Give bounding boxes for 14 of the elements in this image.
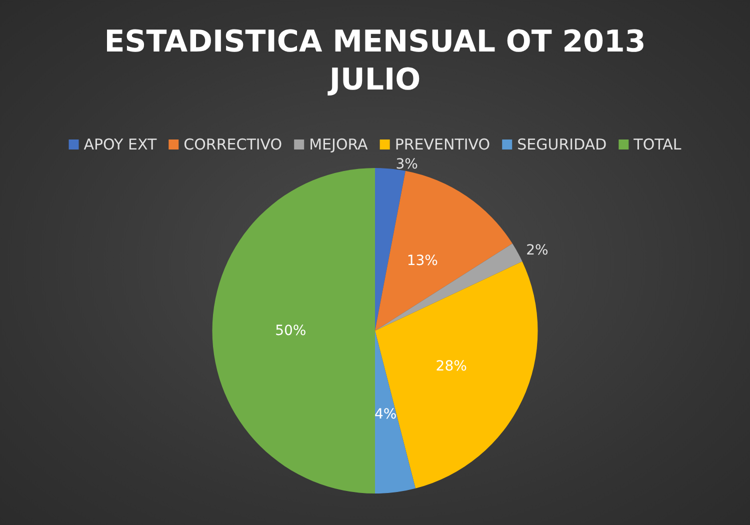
data-label: 28%: [436, 358, 467, 375]
data-label: 3%: [396, 156, 418, 173]
legend-label: SEGURIDAD: [517, 136, 607, 154]
data-label: 4%: [374, 406, 397, 422]
data-label: 50%: [275, 322, 306, 339]
legend-label: APOY EXT: [84, 136, 158, 154]
data-label: 2%: [526, 242, 548, 258]
chart-title: ESTADISTICA MENSUAL OT 2013: [104, 24, 646, 60]
legend-label: PREVENTIVO: [394, 136, 490, 154]
legend-label: TOTAL: [632, 136, 682, 154]
chart-subtitle: JULIO: [327, 62, 421, 98]
data-label: 13%: [406, 252, 438, 269]
legend-label: MEJORA: [309, 136, 369, 154]
legend-label: CORRECTIVO: [184, 136, 282, 154]
